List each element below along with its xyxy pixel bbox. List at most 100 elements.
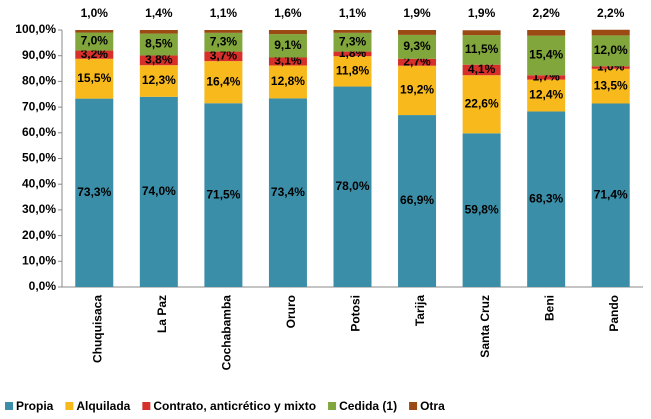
bar-segment: [527, 30, 566, 36]
bar-segment: [591, 66, 630, 69]
bar-segment: [139, 30, 178, 34]
data-label: 12,3%: [142, 73, 176, 87]
bar-segment: [75, 50, 114, 59]
bar-segment: [75, 32, 114, 51]
bar-segment: [462, 64, 501, 76]
data-label: 12,4%: [529, 88, 563, 102]
legend-marker: [5, 402, 13, 410]
bar-segment: [527, 111, 566, 288]
bar-segment: [139, 33, 178, 56]
data-label: 22,6%: [465, 96, 499, 110]
legend-marker: [142, 402, 151, 410]
data-label: 1,4%: [145, 6, 173, 20]
x-tick-label: Potosi: [349, 295, 363, 332]
bar-segment: [268, 98, 307, 287]
data-label: 7,3%: [339, 34, 367, 48]
data-label: 13,5%: [594, 78, 628, 92]
bar-segment: [462, 35, 501, 65]
bar-segment: [204, 61, 243, 104]
bar-segment: [462, 30, 501, 36]
data-label: 3,7%: [210, 49, 238, 63]
y-tick-label: 90,0%: [22, 48, 56, 62]
y-tick-label: 100,0%: [15, 22, 56, 36]
bar-segment: [527, 35, 566, 76]
y-tick-label: 0,0%: [29, 279, 57, 293]
bar-segment: [398, 65, 437, 116]
data-label: 15,4%: [529, 48, 563, 62]
data-label: 1,1%: [339, 6, 367, 20]
data-label: 2,2%: [532, 6, 560, 20]
data-label: 12,8%: [271, 74, 305, 88]
data-label: 3,8%: [145, 52, 173, 66]
bar-segment: [75, 98, 114, 287]
y-tick-label: 60,0%: [22, 125, 56, 139]
data-label: 71,5%: [206, 187, 240, 201]
bar-segment: [333, 56, 372, 87]
bar-segment: [333, 51, 372, 57]
bar-segment: [398, 115, 437, 287]
bar-segment: [333, 86, 372, 287]
bar-segment: [333, 30, 372, 33]
y-tick-label: 80,0%: [22, 74, 56, 88]
bar-segment: [268, 34, 307, 58]
legend-marker: [65, 402, 74, 410]
bar-segment: [75, 58, 114, 99]
bar-segment: [204, 103, 243, 288]
data-label: 12,0%: [594, 43, 628, 57]
data-label: 59,8%: [465, 202, 499, 216]
bar-segment: [75, 30, 114, 33]
data-label: 1,1%: [210, 6, 238, 20]
legend-label: Otra: [420, 399, 445, 413]
bar-segment: [139, 55, 178, 66]
y-tick-label: 30,0%: [22, 202, 56, 216]
x-tick-label: Cochabamba: [220, 295, 234, 371]
legend-label: Alquilada: [76, 399, 130, 413]
data-label: 4,1%: [468, 62, 496, 76]
data-label: 11,5%: [465, 42, 499, 56]
data-label: 7,3%: [210, 34, 238, 48]
data-label: 8,5%: [145, 37, 173, 51]
data-label: 19,2%: [400, 83, 434, 97]
bar-segment: [204, 32, 243, 52]
data-label: 78,0%: [335, 179, 369, 193]
data-label: 16,4%: [206, 74, 240, 88]
bar-segment: [462, 133, 501, 287]
y-tick-label: 50,0%: [22, 151, 56, 165]
bar-segment: [268, 65, 307, 99]
data-label: 1,9%: [403, 6, 431, 20]
x-tick-label: La Paz: [155, 295, 169, 333]
bar-segment: [139, 65, 178, 97]
data-label: 66,9%: [400, 193, 434, 207]
data-label: 15,5%: [77, 71, 111, 85]
bar-segment: [204, 51, 243, 62]
y-tick-label: 70,0%: [22, 99, 56, 113]
x-tick-label: Chuquisaca: [90, 295, 104, 363]
y-tick-label: 40,0%: [22, 176, 56, 190]
data-label: 1,9%: [468, 6, 496, 20]
data-label: 1,0%: [81, 6, 109, 20]
x-tick-label: Santa Cruz: [478, 295, 492, 358]
data-label: 73,4%: [271, 185, 305, 199]
y-tick-label: 20,0%: [22, 228, 56, 242]
bar-segment: [591, 35, 630, 67]
bar-segment: [333, 32, 372, 52]
data-label: 9,1%: [274, 38, 302, 52]
bar-segment: [527, 75, 566, 80]
legend-marker: [328, 402, 337, 410]
bar-segment: [462, 75, 501, 134]
legend-label: Contrato, anticrético y mixto: [153, 399, 316, 413]
x-tick-label: Oruro: [284, 295, 298, 328]
data-label: 7,0%: [81, 34, 109, 48]
data-label: 1,6%: [274, 6, 302, 20]
bar-segment: [527, 79, 566, 112]
data-label: 71,4%: [594, 187, 628, 201]
legend-label: Cedida (1): [339, 399, 397, 413]
x-tick-label: Beni: [542, 295, 556, 321]
data-label: 68,3%: [529, 191, 563, 205]
data-label: 74,0%: [142, 184, 176, 198]
legend-label: Propia: [16, 399, 54, 413]
bar-segment: [268, 57, 307, 66]
bar-segment: [398, 34, 437, 59]
data-label: 9,3%: [403, 39, 431, 53]
